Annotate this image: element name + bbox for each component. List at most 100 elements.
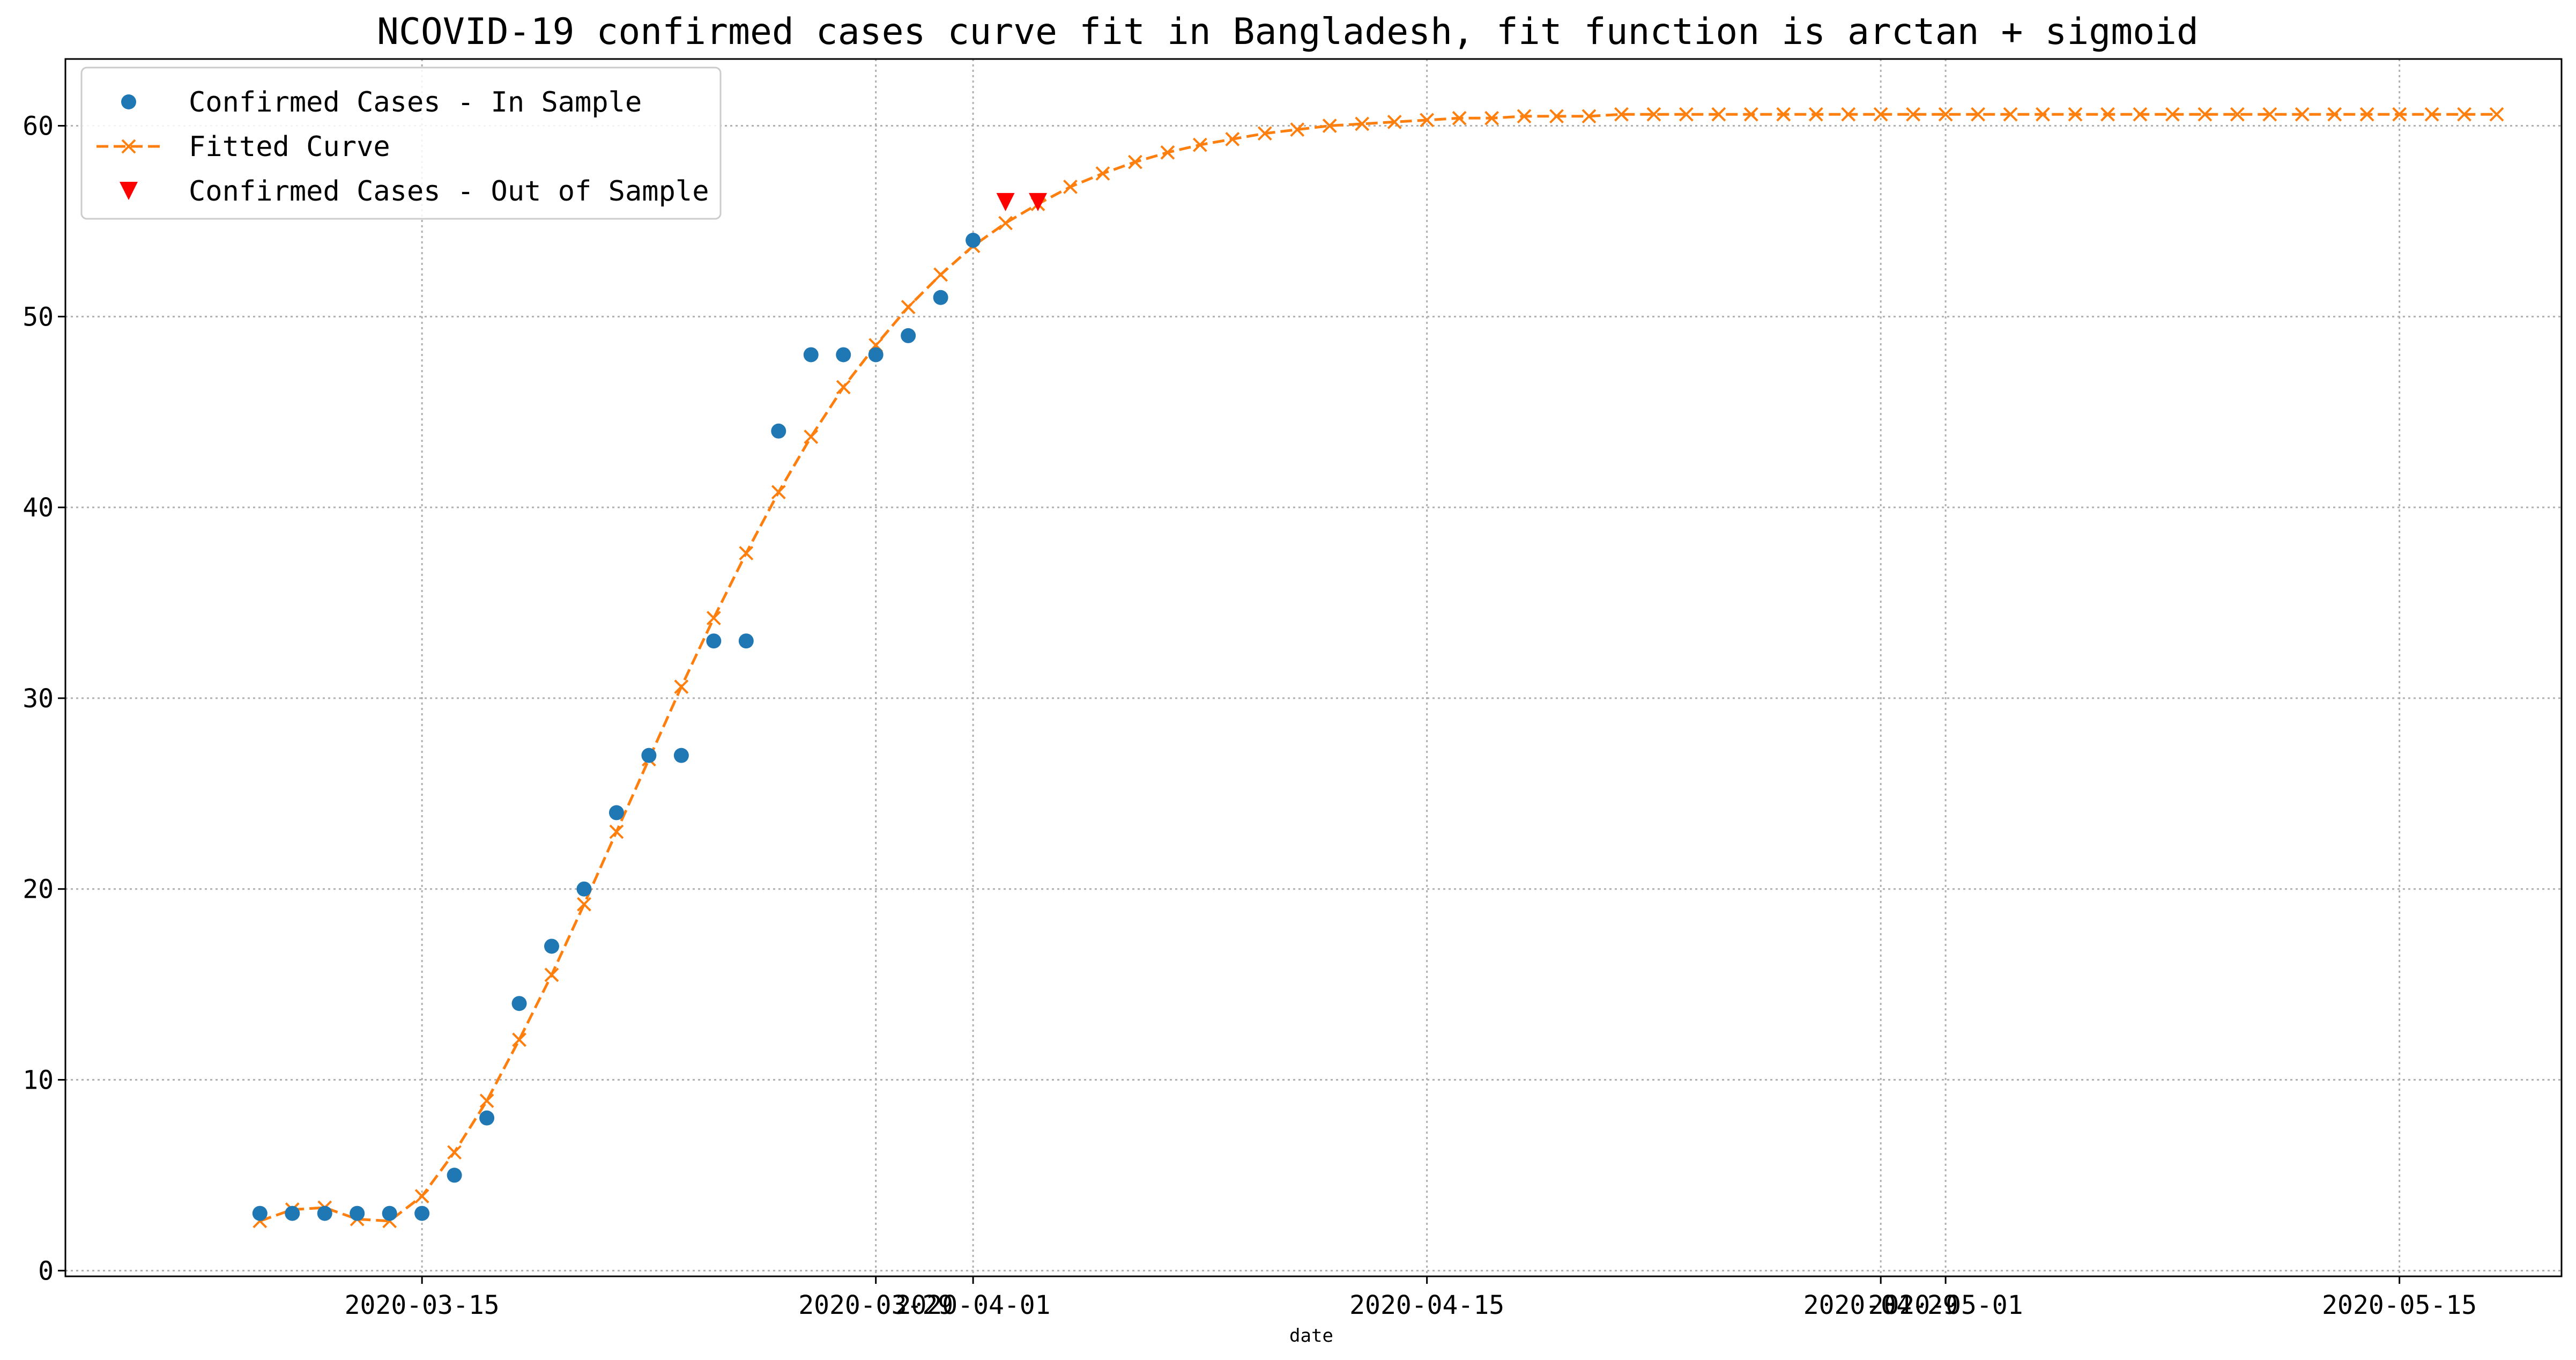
fitted-curve-marker [2068,107,2083,122]
legend-label: Confirmed Cases - In Sample [189,86,642,119]
in-sample-point [803,347,819,363]
fitted-curve-marker [577,897,591,912]
x-tick-label: 2020-04-01 [896,1290,1051,1320]
fitted-curve-marker [2036,107,2050,122]
fitted-curve-marker [2457,107,2472,122]
fitted-curve-marker [1614,107,1629,122]
fitted-curve-marker [1257,126,1272,141]
plot-frame [64,58,2563,1277]
fitted-curve-marker [2165,107,2180,122]
y-tick-label: 30 [23,684,54,714]
fitted-curve-marker [1484,110,1499,125]
fitted-curve-marker [771,485,786,500]
in-sample-point [901,328,916,343]
fitted-curve-marker [1387,114,1402,129]
x-tick-label: 2020-05-15 [2322,1290,2477,1320]
fitted-curve-marker [2489,107,2504,122]
fitted-curve-marker [1906,107,1921,122]
in-sample-point [544,938,560,954]
legend-label: Confirmed Cases - Out of Sample [189,175,709,208]
fitted-curve-marker [1971,107,1985,122]
in-sample-point [966,233,981,248]
fitted-curve-marker [1095,166,1110,181]
in-sample-point [382,1206,397,1221]
fitted-curve-marker [414,1189,429,1203]
in-sample-point [479,1110,495,1126]
fitted-curve-marker [1938,107,1953,122]
in-sample-point [350,1206,365,1221]
fitted-curve-marker [1355,116,1370,131]
in-sample-point [317,1206,332,1221]
fitted-curve-marker [933,267,948,282]
fitted-curve-marker [609,824,624,839]
grid-lines [65,59,2562,1276]
out-of-sample-point [996,193,1015,211]
in-sample-point [447,1167,462,1183]
fitted-curve-marker [1452,110,1467,125]
x-tick-label: 2020-03-29 [798,1290,953,1320]
legend: Confirmed Cases - In Sample Fitted Curve C… [80,66,722,220]
fitted-curve-marker [2262,107,2277,122]
fitted-curve-marker [1711,107,1726,122]
axes-frame [58,58,2563,1284]
fitted-curve-marker [1517,109,1532,124]
fitted-curve-marker [1160,145,1175,160]
fitted-curve-marker [2392,107,2407,122]
y-tick-label: 50 [23,302,54,332]
x-tick-label: 2020-04-15 [1349,1290,1504,1320]
fitted-curve-marker [2327,107,2342,122]
fitted-curve-marker [544,967,559,982]
fitted-curve-marker [1841,107,1856,122]
in-sample-point [836,347,851,363]
fitted-curve-marker [1192,137,1207,152]
series-layer [252,107,2504,1229]
fitted-curve-marker [2230,107,2245,122]
in-sample-point [933,290,948,305]
fitted-curve-marker [706,611,721,625]
fitted-curve-marker [901,300,916,314]
fitted-curve-marker [1873,107,1888,122]
in-sample-point [285,1206,300,1221]
x-axis-label: date [1289,1325,1333,1347]
fitted-curve-marker [2424,107,2439,122]
fitted-curve-marker [1679,107,1694,122]
y-tick-label: 0 [38,1256,54,1286]
fitted-curve-marker [1582,109,1597,124]
x-tick-label: 2020-03-15 [345,1290,500,1320]
fitted-curve-marker [2100,107,2115,122]
fitted-curve-marker [447,1145,462,1160]
fitted-curve-marker [1776,107,1791,122]
legend-box [80,66,722,220]
out-of-sample-point [1029,193,1048,211]
y-tick-label: 60 [23,112,54,142]
legend-label: Fitted Curve [189,131,390,163]
y-tick-label: 10 [23,1066,54,1096]
fitted-curve-marker [1322,119,1337,133]
legend-in-sample-symbol [121,94,136,109]
in-sample-point [868,347,884,363]
fitted-curve-marker [1420,113,1435,128]
fitted-curve-marker [1646,107,1661,122]
in-sample-point [706,633,722,649]
fitted-curve-line [259,113,2497,1223]
fitted-curve-marker [1128,154,1142,169]
in-sample-point [738,633,754,649]
legend-out-of-sample-symbol [120,182,138,200]
fitted-curve-marker [1225,132,1240,146]
fitted-curve-marker [2003,107,2018,122]
fitted-curve-marker [836,380,851,395]
in-sample-point [608,805,624,821]
fitted-curve-marker [1549,109,1564,124]
fitted-curve-marker [1743,107,1758,122]
in-sample-point [414,1206,430,1221]
x-tick-label: 2020-05-01 [1868,1290,2023,1320]
fitted-curve-marker [2295,107,2310,122]
fitted-curve-marker [2133,107,2148,122]
in-sample-point [252,1206,268,1221]
y-tick-label: 20 [23,875,54,905]
y-tick-label: 40 [23,493,54,523]
fitted-curve-marker [1290,122,1305,137]
x-tick-label: 2020-04-29 [1803,1290,1958,1320]
